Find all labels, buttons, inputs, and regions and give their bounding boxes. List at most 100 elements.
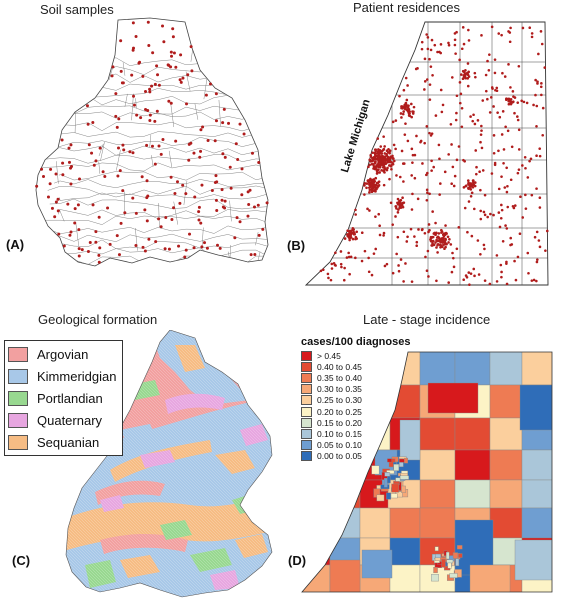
residence-point xyxy=(339,262,343,266)
sample-cell-boundary xyxy=(41,137,268,147)
residence-point xyxy=(430,244,434,247)
residence-point xyxy=(426,36,430,39)
residence-point xyxy=(389,201,393,205)
soil-sample-point xyxy=(147,237,151,241)
residence-point xyxy=(532,278,536,282)
residence-point xyxy=(340,265,343,269)
residence-point xyxy=(480,124,483,128)
incidence-area xyxy=(371,465,380,475)
residence-point xyxy=(458,101,462,105)
residence-point xyxy=(415,244,419,247)
residence-point xyxy=(333,263,337,267)
soil-sample-point xyxy=(174,65,178,69)
soil-sample-point xyxy=(53,215,57,219)
residence-point xyxy=(453,38,457,42)
soil-sample-point xyxy=(205,246,209,250)
residence-point xyxy=(429,237,433,240)
residence-point xyxy=(399,202,403,206)
soil-sample-point xyxy=(199,128,203,132)
residence-point xyxy=(388,149,392,153)
sample-cell-boundary xyxy=(170,103,175,128)
residence-point xyxy=(476,119,480,122)
residence-point xyxy=(366,207,369,211)
residence-point xyxy=(538,245,542,249)
residence-point xyxy=(401,112,405,116)
residence-point xyxy=(406,139,410,143)
soil-sample-point xyxy=(161,24,165,28)
soil-sample-point xyxy=(227,121,231,125)
residence-point xyxy=(501,239,505,243)
residence-point xyxy=(405,98,409,102)
residence-point xyxy=(467,28,470,32)
residence-point xyxy=(502,161,505,165)
residence-point xyxy=(391,120,395,124)
soil-sample-point xyxy=(170,54,174,58)
incidence-class: 0.35 to 0.40 xyxy=(301,372,410,383)
soil-sample-point xyxy=(146,20,150,24)
legend-label: > 0.45 xyxy=(317,350,341,361)
residence-point xyxy=(508,31,512,34)
legend-label: 0.00 to 0.05 xyxy=(317,451,362,462)
soil-sample-point xyxy=(80,248,84,252)
residence-point xyxy=(366,179,370,183)
soil-sample-point xyxy=(116,146,120,150)
residence-point xyxy=(530,32,534,35)
residence-point xyxy=(455,158,459,162)
residence-point xyxy=(329,278,333,282)
soil-sample-point xyxy=(131,196,135,200)
residence-point xyxy=(477,273,481,276)
geological-formation-map xyxy=(65,330,273,598)
residence-point xyxy=(330,262,334,266)
soil-sample-point xyxy=(119,221,123,225)
residence-point xyxy=(490,86,494,89)
residence-point xyxy=(383,168,386,171)
soil-sample-point xyxy=(46,195,50,199)
residence-point xyxy=(466,62,470,65)
residence-point xyxy=(440,239,444,242)
residence-point xyxy=(483,247,486,251)
soil-sample-point xyxy=(150,84,154,88)
residence-point xyxy=(439,43,443,46)
soil-sample-point xyxy=(106,206,110,210)
residence-point xyxy=(348,238,351,242)
residence-point xyxy=(404,262,407,265)
residence-point xyxy=(493,58,497,61)
soil-sample-point xyxy=(153,119,157,123)
soil-sample-point xyxy=(150,144,154,148)
soil-sample-point xyxy=(94,240,98,244)
soil-sample-point xyxy=(140,175,144,179)
residence-point xyxy=(416,197,420,201)
residence-point xyxy=(479,217,483,221)
residence-point xyxy=(452,256,455,260)
soil-sample-point xyxy=(61,173,65,177)
residence-point xyxy=(483,213,487,217)
residence-point xyxy=(385,149,389,152)
residence-point xyxy=(500,275,503,279)
residence-point xyxy=(404,122,407,125)
residence-point xyxy=(489,96,493,99)
soil-sample-point xyxy=(69,143,73,147)
soil-sample-point xyxy=(221,152,225,156)
residence-point xyxy=(434,221,437,225)
residence-point xyxy=(410,174,413,177)
sample-cell-boundary xyxy=(52,121,268,132)
residence-point xyxy=(526,251,530,255)
residence-point xyxy=(484,89,488,93)
incidence-area xyxy=(519,384,552,431)
residence-point xyxy=(443,243,446,246)
soil-sample-point xyxy=(131,21,135,25)
residence-point xyxy=(377,180,381,183)
residence-point xyxy=(527,271,530,275)
legend-item-sequanian: Sequanian xyxy=(8,431,116,453)
soil-sample-point xyxy=(117,117,121,121)
incidence-class: 0.10 to 0.15 xyxy=(301,428,410,439)
soil-sample-point xyxy=(164,216,168,220)
residence-point xyxy=(404,102,408,106)
legend-item-quaternary: Quaternary xyxy=(8,409,116,431)
residence-point xyxy=(495,86,499,90)
residence-point xyxy=(483,193,487,197)
residence-point xyxy=(448,237,451,241)
residence-point xyxy=(524,207,528,210)
sample-cell-boundary xyxy=(194,103,199,120)
residence-point xyxy=(522,100,526,104)
